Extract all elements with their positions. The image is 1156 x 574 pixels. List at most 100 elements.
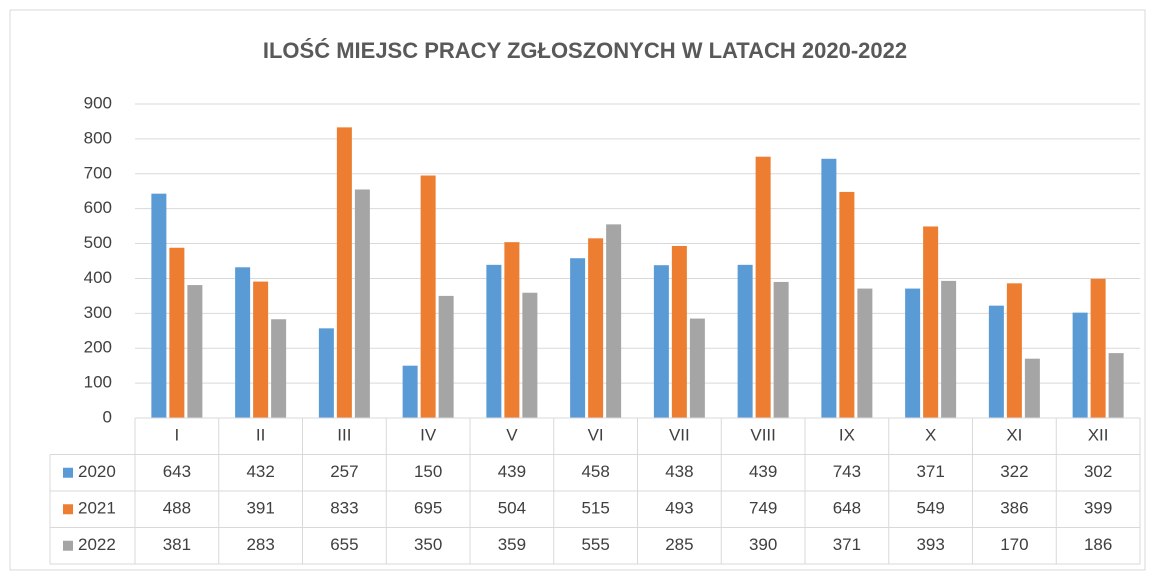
bar	[253, 281, 269, 418]
y-tick-label: 800	[84, 128, 112, 147]
bar	[235, 267, 251, 418]
x-tick-label: X	[925, 426, 936, 445]
table-value: 493	[665, 499, 693, 518]
x-tick-label: IV	[420, 426, 437, 445]
table-value: 504	[498, 499, 526, 518]
x-tick-label: XI	[1006, 426, 1022, 445]
y-tick-label: 900	[84, 93, 112, 112]
table-value: 322	[1000, 462, 1028, 481]
bar	[570, 258, 586, 418]
y-tick-label: 400	[84, 268, 112, 287]
table-value: 371	[916, 462, 944, 481]
y-tick-label: 0	[103, 407, 112, 426]
y-tick-label: 700	[84, 163, 112, 182]
bar	[1108, 353, 1124, 418]
table-value: 749	[749, 499, 777, 518]
table-value: 391	[246, 499, 274, 518]
bar	[988, 305, 1004, 418]
bar	[318, 328, 334, 418]
bar	[671, 245, 687, 418]
legend-label: 2022	[78, 535, 116, 554]
table-value: 350	[414, 535, 442, 554]
table-value: 458	[581, 462, 609, 481]
bar	[606, 224, 622, 418]
x-tick-label: XII	[1088, 426, 1109, 445]
bar	[941, 280, 957, 418]
legend-key	[63, 540, 73, 551]
table-value: 549	[916, 499, 944, 518]
bar	[821, 158, 837, 418]
table-value: 381	[163, 535, 191, 554]
bar	[588, 238, 604, 418]
table-value: 488	[163, 499, 191, 518]
y-tick-label: 300	[84, 303, 112, 322]
table-value: 170	[1000, 535, 1028, 554]
bar	[923, 226, 939, 418]
table-value: 643	[163, 462, 191, 481]
x-tick-label: II	[256, 426, 265, 445]
x-tick-label: VI	[588, 426, 604, 445]
table-value: 386	[1000, 499, 1028, 518]
bar	[438, 295, 454, 418]
bar	[187, 285, 203, 418]
bar	[1006, 283, 1022, 418]
bar	[336, 127, 352, 419]
table-value: 150	[414, 462, 442, 481]
bar	[402, 365, 418, 418]
bar	[486, 264, 502, 418]
table-value: 257	[330, 462, 358, 481]
y-tick-label: 600	[84, 198, 112, 217]
x-tick-label: VII	[669, 426, 690, 445]
bar	[504, 242, 520, 418]
x-tick-label: I	[175, 426, 180, 445]
x-tick-label: III	[337, 426, 351, 445]
bar	[169, 247, 185, 418]
x-tick-label: IX	[839, 426, 855, 445]
y-tick-label: 500	[84, 233, 112, 252]
x-tick-label: VIII	[750, 426, 776, 445]
legend-key	[63, 467, 73, 478]
bar	[857, 288, 873, 418]
table-value: 648	[833, 499, 861, 518]
table-value: 399	[1084, 499, 1112, 518]
y-tick-label: 200	[84, 338, 112, 357]
bar	[151, 193, 167, 418]
table-value: 359	[498, 535, 526, 554]
bar	[905, 288, 921, 418]
bar	[271, 319, 287, 418]
table-value: 285	[665, 535, 693, 554]
chart-title: ILOŚĆ MIEJSC PRACY ZGŁOSZONYCH W LATACH …	[263, 38, 907, 63]
table-value: 833	[330, 499, 358, 518]
table-value: 186	[1084, 535, 1112, 554]
table-value: 695	[414, 499, 442, 518]
y-tick-label: 100	[84, 373, 112, 392]
table-value: 432	[246, 462, 274, 481]
table-value: 393	[916, 535, 944, 554]
bar	[354, 189, 370, 418]
bar	[522, 292, 538, 418]
table-value: 390	[749, 535, 777, 554]
bar	[1024, 358, 1040, 418]
bar	[420, 175, 436, 418]
bar	[773, 281, 789, 418]
bar	[755, 156, 771, 418]
table-value: 515	[581, 499, 609, 518]
legend-label: 2021	[78, 499, 116, 518]
bar	[1072, 312, 1088, 418]
table-value: 439	[749, 462, 777, 481]
legend-label: 2020	[78, 462, 116, 481]
table-value: 655	[330, 535, 358, 554]
table-value: 371	[833, 535, 861, 554]
x-tick-label: V	[506, 426, 518, 445]
table-value: 438	[665, 462, 693, 481]
table-value: 555	[581, 535, 609, 554]
bar	[1090, 278, 1106, 418]
bar	[839, 191, 855, 418]
bar	[653, 265, 669, 418]
table-value: 439	[498, 462, 526, 481]
bar	[737, 264, 753, 418]
bar	[689, 318, 705, 418]
table-value: 283	[246, 535, 274, 554]
table-value: 302	[1084, 462, 1112, 481]
